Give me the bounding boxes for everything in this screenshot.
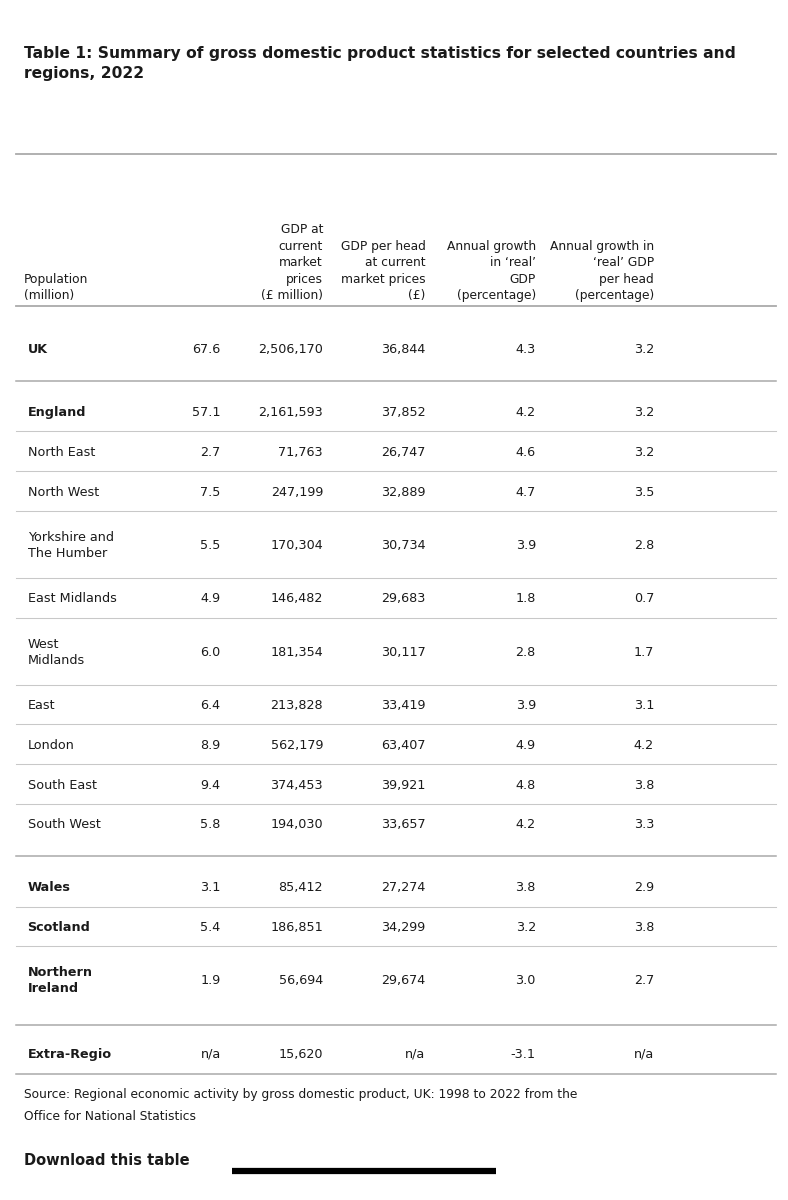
Text: 0.7: 0.7 — [634, 593, 654, 606]
Text: 3.2: 3.2 — [634, 407, 654, 419]
Text: 5.8: 5.8 — [200, 818, 221, 832]
Text: 2.8: 2.8 — [515, 646, 536, 659]
Text: 186,851: 186,851 — [270, 922, 323, 934]
Text: 26,747: 26,747 — [381, 446, 426, 458]
Text: Wales: Wales — [28, 882, 70, 894]
Text: Annual growth
in ‘real’
GDP
(percentage): Annual growth in ‘real’ GDP (percentage) — [447, 240, 536, 302]
Text: 56,694: 56,694 — [279, 974, 323, 988]
Text: 3.8: 3.8 — [634, 779, 654, 792]
Text: 4.7: 4.7 — [515, 486, 536, 498]
Text: 4.2: 4.2 — [634, 739, 654, 752]
Text: 4.8: 4.8 — [515, 779, 536, 792]
Text: Population
(million): Population (million) — [24, 272, 88, 302]
Text: 1.8: 1.8 — [515, 593, 536, 606]
Text: Extra-Regio: Extra-Regio — [28, 1048, 112, 1061]
Text: 67.6: 67.6 — [192, 343, 221, 356]
Text: 3.9: 3.9 — [515, 700, 536, 713]
Text: 57.1: 57.1 — [192, 407, 221, 419]
Text: 5.5: 5.5 — [200, 539, 221, 552]
Text: South East: South East — [28, 779, 97, 792]
Text: 30,734: 30,734 — [381, 539, 426, 552]
Text: Yorkshire and
The Humber: Yorkshire and The Humber — [28, 532, 113, 560]
Text: 37,852: 37,852 — [381, 407, 426, 419]
Text: 4.9: 4.9 — [515, 739, 536, 752]
Text: 2.7: 2.7 — [634, 974, 654, 988]
Text: n/a: n/a — [200, 1048, 221, 1061]
Text: 181,354: 181,354 — [270, 646, 323, 659]
Text: 4.6: 4.6 — [515, 446, 536, 458]
Text: 3.2: 3.2 — [515, 922, 536, 934]
Text: East: East — [28, 700, 55, 713]
Text: 3.8: 3.8 — [515, 882, 536, 894]
Text: 32,889: 32,889 — [381, 486, 426, 498]
Text: 29,683: 29,683 — [381, 593, 426, 606]
Text: North East: North East — [28, 446, 95, 458]
Text: Download this table: Download this table — [24, 1152, 189, 1168]
Text: 8.9: 8.9 — [200, 739, 221, 752]
Text: 29,674: 29,674 — [381, 974, 426, 988]
Text: 3.3: 3.3 — [634, 818, 654, 832]
Text: 36,844: 36,844 — [381, 343, 426, 356]
Text: East Midlands: East Midlands — [28, 593, 117, 606]
Text: 2,161,593: 2,161,593 — [258, 407, 323, 419]
Text: 63,407: 63,407 — [381, 739, 426, 752]
Text: 33,419: 33,419 — [381, 700, 426, 713]
Text: 194,030: 194,030 — [270, 818, 323, 832]
Text: 3.2: 3.2 — [634, 446, 654, 458]
Text: 2.9: 2.9 — [634, 882, 654, 894]
Text: 6.4: 6.4 — [200, 700, 221, 713]
Text: 4.2: 4.2 — [515, 818, 536, 832]
Text: 3.2: 3.2 — [634, 343, 654, 356]
Text: 1.9: 1.9 — [200, 974, 221, 988]
Text: Table 1: Summary of gross domestic product statistics for selected countries and: Table 1: Summary of gross domestic produ… — [24, 46, 735, 82]
Text: 3.0: 3.0 — [515, 974, 536, 988]
Text: 3.1: 3.1 — [634, 700, 654, 713]
Text: Source: Regional economic activity by gross domestic product, UK: 1998 to 2022 f: Source: Regional economic activity by gr… — [24, 1088, 577, 1123]
Text: 170,304: 170,304 — [270, 539, 323, 552]
Text: -3.1: -3.1 — [511, 1048, 536, 1061]
Text: GDP per head
at current
market prices
(£): GDP per head at current market prices (£… — [340, 240, 426, 302]
Text: UK: UK — [28, 343, 47, 356]
Text: Northern
Ireland: Northern Ireland — [28, 966, 92, 996]
Text: n/a: n/a — [405, 1048, 426, 1061]
Text: n/a: n/a — [634, 1048, 654, 1061]
Text: 4.2: 4.2 — [515, 407, 536, 419]
Text: 213,828: 213,828 — [270, 700, 323, 713]
Text: 3.1: 3.1 — [200, 882, 221, 894]
Text: 4.9: 4.9 — [200, 593, 221, 606]
Text: 9.4: 9.4 — [200, 779, 221, 792]
Text: Scotland: Scotland — [28, 922, 91, 934]
Text: Annual growth in
‘real’ GDP
per head
(percentage): Annual growth in ‘real’ GDP per head (pe… — [550, 240, 654, 302]
Text: 27,274: 27,274 — [381, 882, 426, 894]
Text: 85,412: 85,412 — [279, 882, 323, 894]
Text: 30,117: 30,117 — [381, 646, 426, 659]
Text: 7.5: 7.5 — [200, 486, 221, 498]
Text: North West: North West — [28, 486, 98, 498]
Text: 71,763: 71,763 — [278, 446, 323, 458]
Text: 4.3: 4.3 — [515, 343, 536, 356]
Text: 562,179: 562,179 — [270, 739, 323, 752]
Text: 6.0: 6.0 — [200, 646, 221, 659]
Text: 247,199: 247,199 — [271, 486, 323, 498]
Text: 33,657: 33,657 — [381, 818, 426, 832]
Text: 3.8: 3.8 — [634, 922, 654, 934]
Text: 2.8: 2.8 — [634, 539, 654, 552]
Text: London: London — [28, 739, 74, 752]
Text: West
Midlands: West Midlands — [28, 638, 85, 667]
Text: 146,482: 146,482 — [271, 593, 323, 606]
Text: 2,506,170: 2,506,170 — [258, 343, 323, 356]
Text: 1.7: 1.7 — [634, 646, 654, 659]
Text: 34,299: 34,299 — [381, 922, 426, 934]
Text: 2.7: 2.7 — [200, 446, 221, 458]
Text: 374,453: 374,453 — [270, 779, 323, 792]
Text: GDP at
current
market
prices
(£ million): GDP at current market prices (£ million) — [261, 223, 323, 302]
Text: England: England — [28, 407, 86, 419]
Text: 39,921: 39,921 — [381, 779, 426, 792]
Text: 3.5: 3.5 — [634, 486, 654, 498]
Text: 5.4: 5.4 — [200, 922, 221, 934]
Text: South West: South West — [28, 818, 100, 832]
Text: 15,620: 15,620 — [279, 1048, 323, 1061]
Text: 3.9: 3.9 — [515, 539, 536, 552]
